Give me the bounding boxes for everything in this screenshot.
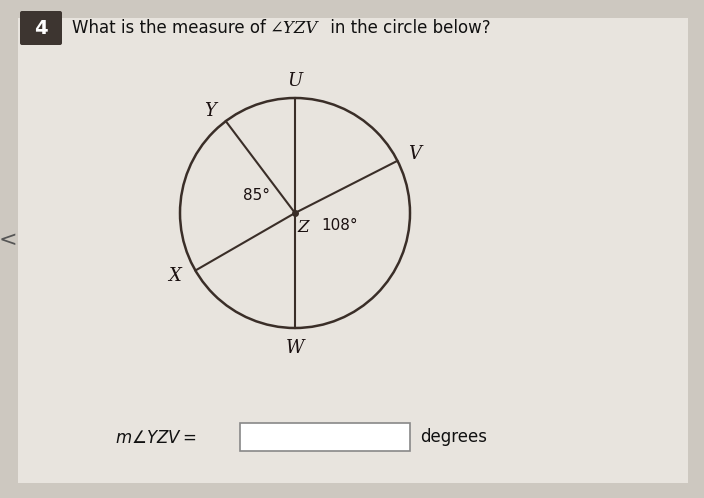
Text: 108°: 108° xyxy=(322,218,358,233)
Text: in the circle below?: in the circle below? xyxy=(325,19,491,37)
FancyBboxPatch shape xyxy=(240,423,410,451)
FancyBboxPatch shape xyxy=(20,11,62,45)
Text: ∠YZV: ∠YZV xyxy=(270,19,318,36)
Text: X: X xyxy=(168,267,181,285)
Text: Z: Z xyxy=(297,219,309,236)
Text: V: V xyxy=(408,145,421,163)
Text: U: U xyxy=(287,72,303,90)
Text: W: W xyxy=(286,339,304,357)
Text: 4: 4 xyxy=(34,18,48,37)
Text: What is the measure of: What is the measure of xyxy=(72,19,271,37)
Text: Y: Y xyxy=(203,102,215,120)
FancyBboxPatch shape xyxy=(18,18,688,483)
Text: <: < xyxy=(0,230,18,250)
Text: degrees: degrees xyxy=(420,428,487,446)
Text: $m\angle YZV=$: $m\angle YZV=$ xyxy=(115,429,196,447)
Text: 85°: 85° xyxy=(244,188,270,203)
